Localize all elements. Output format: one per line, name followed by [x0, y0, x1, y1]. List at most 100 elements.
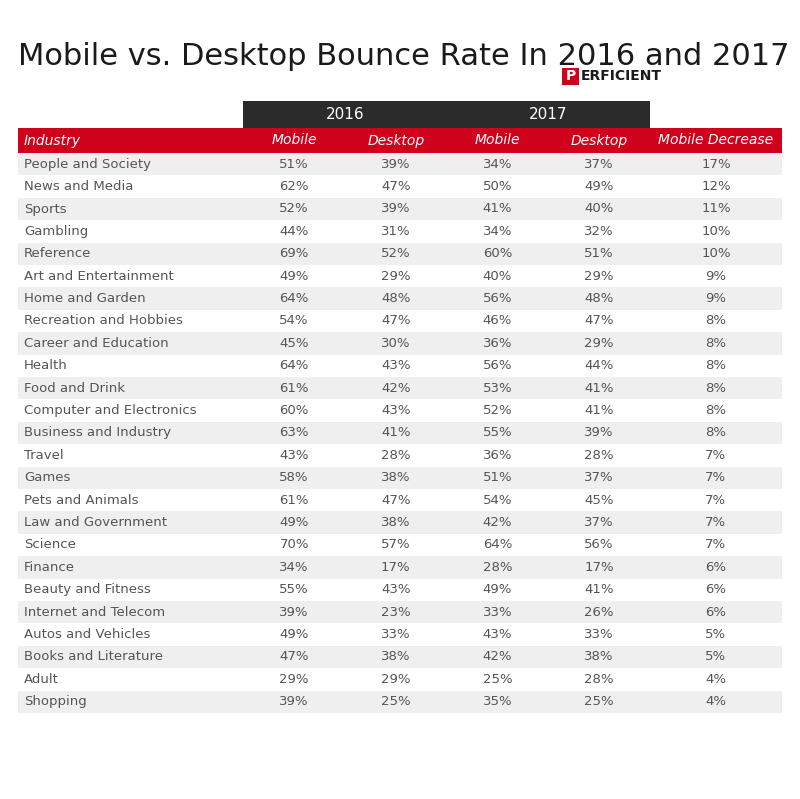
Text: People and Society: People and Society	[24, 157, 151, 171]
Text: 28%: 28%	[584, 449, 614, 462]
Text: 49%: 49%	[279, 270, 309, 283]
Text: 28%: 28%	[482, 561, 512, 574]
Text: 39%: 39%	[279, 606, 309, 618]
Text: 5%: 5%	[706, 628, 726, 641]
Text: 43%: 43%	[482, 628, 512, 641]
Text: 41%: 41%	[482, 202, 512, 216]
Text: 43%: 43%	[279, 449, 309, 462]
Text: 32%: 32%	[584, 225, 614, 238]
Text: 7%: 7%	[706, 539, 726, 551]
Text: 29%: 29%	[381, 270, 410, 283]
Text: 39%: 39%	[584, 427, 614, 439]
Bar	[18, 422, 782, 444]
Text: Health: Health	[24, 360, 68, 372]
Text: 17%: 17%	[381, 561, 410, 574]
Bar	[18, 176, 782, 198]
Text: 48%: 48%	[584, 292, 614, 305]
Text: 2017: 2017	[529, 107, 567, 122]
Text: 8%: 8%	[706, 337, 726, 350]
Text: Autos and Vehicles: Autos and Vehicles	[24, 628, 150, 641]
Text: 56%: 56%	[482, 292, 512, 305]
Text: 47%: 47%	[381, 315, 410, 328]
Text: 70%: 70%	[279, 539, 309, 551]
Text: Science: Science	[24, 539, 76, 551]
Text: 51%: 51%	[482, 471, 512, 484]
Text: 33%: 33%	[381, 628, 410, 641]
Text: Computer and Electronics: Computer and Electronics	[24, 404, 197, 417]
Text: 29%: 29%	[279, 673, 309, 686]
Bar	[243, 101, 650, 128]
Bar	[18, 310, 782, 332]
Text: 42%: 42%	[381, 382, 410, 395]
Text: Mobile vs. Desktop Bounce Rate In 2016 and 2017: Mobile vs. Desktop Bounce Rate In 2016 a…	[18, 42, 790, 71]
Text: 49%: 49%	[279, 516, 309, 529]
Text: 39%: 39%	[279, 695, 309, 708]
Text: 52%: 52%	[279, 202, 309, 216]
Text: 47%: 47%	[584, 315, 614, 328]
Bar	[18, 534, 782, 556]
Bar	[18, 511, 782, 534]
Text: 55%: 55%	[279, 583, 309, 596]
Text: 41%: 41%	[381, 427, 410, 439]
Text: Sports: Sports	[24, 202, 66, 216]
Text: 47%: 47%	[381, 180, 410, 193]
Text: 45%: 45%	[584, 494, 614, 507]
Text: 49%: 49%	[584, 180, 614, 193]
Bar	[18, 467, 782, 489]
Text: 37%: 37%	[584, 157, 614, 171]
Text: Shopping: Shopping	[24, 695, 86, 708]
Text: 7%: 7%	[706, 516, 726, 529]
Text: Industry: Industry	[24, 133, 81, 148]
Text: 39%: 39%	[381, 202, 410, 216]
Text: 52%: 52%	[482, 404, 512, 417]
Text: 52%: 52%	[381, 248, 410, 260]
Text: 69%: 69%	[279, 248, 309, 260]
Text: 33%: 33%	[584, 628, 614, 641]
Text: Mobile: Mobile	[474, 133, 520, 148]
Text: Finance: Finance	[24, 561, 75, 574]
Text: 51%: 51%	[279, 157, 309, 171]
Text: Gambling: Gambling	[24, 225, 88, 238]
Text: 35%: 35%	[482, 695, 512, 708]
Text: 29%: 29%	[584, 337, 614, 350]
Text: 29%: 29%	[381, 673, 410, 686]
Text: Home and Garden: Home and Garden	[24, 292, 146, 305]
Text: 44%: 44%	[279, 225, 309, 238]
Text: 37%: 37%	[584, 471, 614, 484]
Text: 41%: 41%	[584, 404, 614, 417]
Text: 34%: 34%	[279, 561, 309, 574]
Bar	[18, 332, 782, 355]
Text: 60%: 60%	[482, 248, 512, 260]
Text: 39%: 39%	[381, 157, 410, 171]
Text: 64%: 64%	[279, 360, 309, 372]
Text: 6%: 6%	[706, 606, 726, 618]
Text: 9%: 9%	[706, 292, 726, 305]
Text: 38%: 38%	[381, 650, 410, 663]
Bar	[18, 243, 782, 265]
Text: 64%: 64%	[279, 292, 309, 305]
Text: 43%: 43%	[381, 360, 410, 372]
Bar	[18, 601, 782, 623]
Text: 6%: 6%	[706, 583, 726, 596]
Text: 8%: 8%	[706, 315, 726, 328]
Text: 47%: 47%	[279, 650, 309, 663]
Bar	[18, 265, 782, 288]
Bar	[18, 288, 782, 310]
Text: 28%: 28%	[381, 449, 410, 462]
Bar	[18, 646, 782, 668]
Text: 30%: 30%	[381, 337, 410, 350]
Text: 43%: 43%	[381, 583, 410, 596]
Text: 8%: 8%	[706, 404, 726, 417]
Text: Business and Industry: Business and Industry	[24, 427, 171, 439]
Text: 29%: 29%	[584, 270, 614, 283]
Text: 5%: 5%	[706, 650, 726, 663]
Text: Law and Government: Law and Government	[24, 516, 167, 529]
Text: 54%: 54%	[279, 315, 309, 328]
Text: 46%: 46%	[482, 315, 512, 328]
Text: Games: Games	[24, 471, 70, 484]
Bar	[18, 377, 782, 400]
Text: 41%: 41%	[584, 382, 614, 395]
Text: 48%: 48%	[381, 292, 410, 305]
Text: 54%: 54%	[482, 494, 512, 507]
Text: 37%: 37%	[584, 516, 614, 529]
